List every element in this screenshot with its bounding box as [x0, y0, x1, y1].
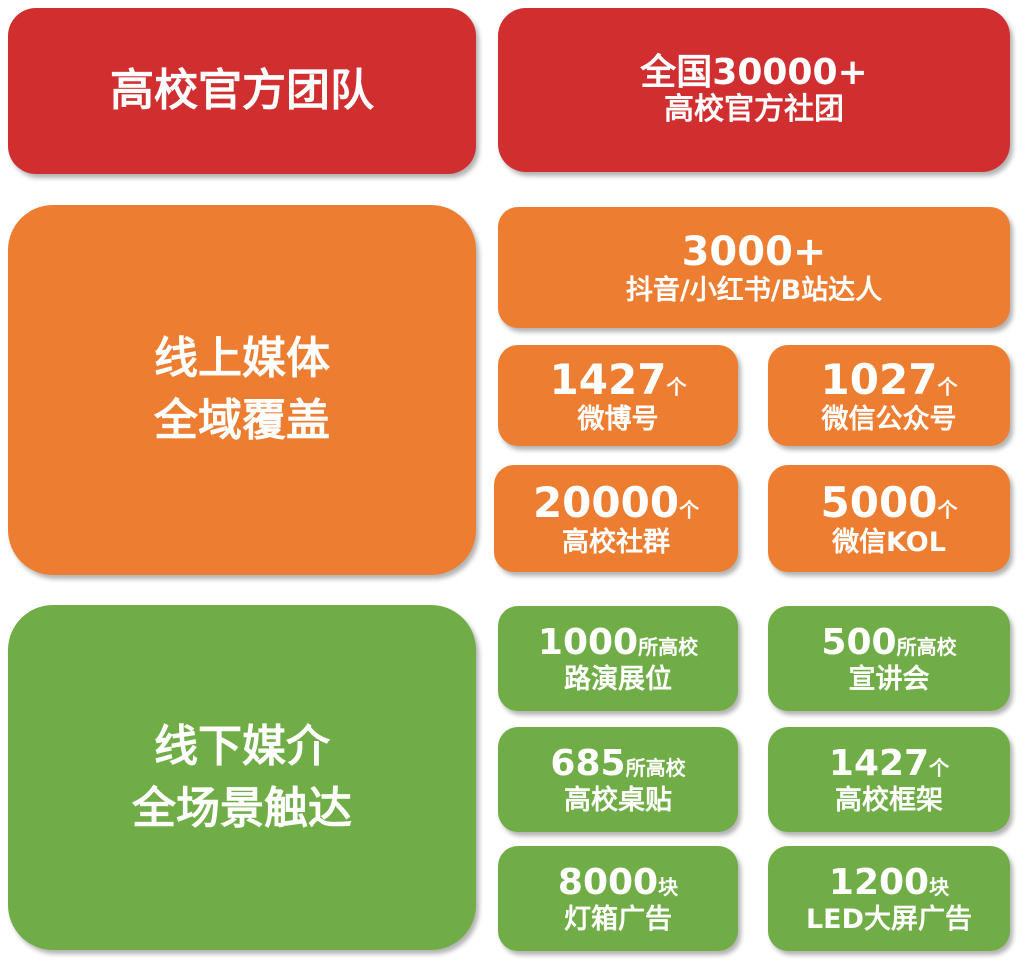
- stat-unit: 个: [666, 374, 687, 399]
- team-stat-box: 全国30000+ 高校官方社团: [498, 8, 1010, 172]
- stat-label: 高校桌贴: [564, 784, 672, 816]
- stat-label: 微博号: [577, 404, 659, 436]
- offline-title-box: 线下媒介 全场景触达: [8, 605, 476, 950]
- online-title-line1: 线上媒体: [154, 333, 330, 385]
- stat-number: 685: [550, 743, 626, 785]
- stat-unit: 个: [937, 374, 958, 399]
- stat-number: 5000: [820, 477, 938, 527]
- stat-number: 1200: [828, 862, 930, 904]
- stat-unit: 个: [679, 497, 700, 522]
- online-title-box: 线上媒体 全域覆盖: [8, 205, 476, 575]
- team-stat-line1: 全国30000+: [640, 52, 868, 94]
- stat-unit: 所高校: [625, 756, 686, 781]
- stat-label: 路演展位: [564, 663, 672, 695]
- stat-label: 高校框架: [835, 784, 943, 816]
- stat-label: 宣讲会: [848, 663, 930, 695]
- stat-label: 微信公众号: [821, 404, 957, 436]
- team-title: 高校官方团队: [110, 64, 374, 116]
- stat-label: 高校社群: [562, 527, 670, 559]
- stat-box: 1427个 微博号: [498, 345, 738, 446]
- team-title-box: 高校官方团队: [8, 8, 476, 174]
- stat-number-row: 5000个: [820, 477, 958, 527]
- stat-number-row: 685所高校: [550, 743, 685, 784]
- stat-label: 灯箱广告: [564, 903, 672, 935]
- stat-box: 8000块 灯箱广告: [498, 846, 738, 951]
- stat-box: 1027个 微信公众号: [768, 345, 1010, 446]
- stat-label: 微信KOL: [832, 527, 946, 559]
- stat-unit: 个: [937, 497, 958, 522]
- stat-unit: 所高校: [896, 635, 957, 660]
- stat-box: 685所高校 高校桌贴: [498, 727, 738, 832]
- stat-number-row: 1427个: [829, 743, 949, 784]
- stat-box: 1427个 高校框架: [768, 727, 1010, 832]
- stat-number-row: 1427个: [549, 354, 687, 404]
- stat-number: 3000+: [681, 228, 827, 275]
- stat-number-row: 1000所高校: [538, 622, 698, 663]
- stat-box: 1000所高校 路演展位: [498, 606, 738, 711]
- online-title-line2: 全域覆盖: [154, 395, 330, 446]
- stat-unit: 所高校: [638, 635, 699, 660]
- stat-number-row: 8000块: [558, 862, 678, 903]
- stat-box: 5000个 微信KOL: [768, 465, 1010, 572]
- stat-number: 500: [821, 622, 897, 664]
- stat-number: 1427: [828, 743, 930, 785]
- stat-box: 20000个 高校社群: [494, 465, 738, 572]
- offline-title-line2: 全场景触达: [132, 782, 352, 834]
- stat-box: 500所高校 宣讲会: [768, 606, 1010, 711]
- stat-number-row: 1200块: [829, 862, 949, 903]
- offline-title-line1: 线下媒介: [154, 720, 330, 772]
- stat-number: 8000: [557, 862, 659, 904]
- stat-unit: 块: [929, 875, 950, 900]
- stat-number: 1027: [820, 354, 938, 404]
- stat-number-row: 20000个: [532, 477, 700, 527]
- online-top-box: 3000+ 抖音/小红书/B站达人: [498, 207, 1010, 328]
- stat-number: 1427: [549, 354, 667, 404]
- stat-label: LED大屏广告: [805, 903, 973, 935]
- team-stat-line2: 高校官方社团: [664, 92, 844, 128]
- stat-box: 1200块 LED大屏广告: [768, 846, 1010, 951]
- stat-unit: 块: [658, 875, 679, 900]
- stat-number: 1000: [537, 622, 639, 664]
- stat-number-row: 500所高校: [821, 622, 956, 663]
- stat-unit: 个: [929, 756, 950, 781]
- stat-number-row: 1027个: [820, 354, 958, 404]
- stat-number: 20000: [532, 477, 680, 527]
- stat-label: 抖音/小红书/B站达人: [625, 274, 883, 306]
